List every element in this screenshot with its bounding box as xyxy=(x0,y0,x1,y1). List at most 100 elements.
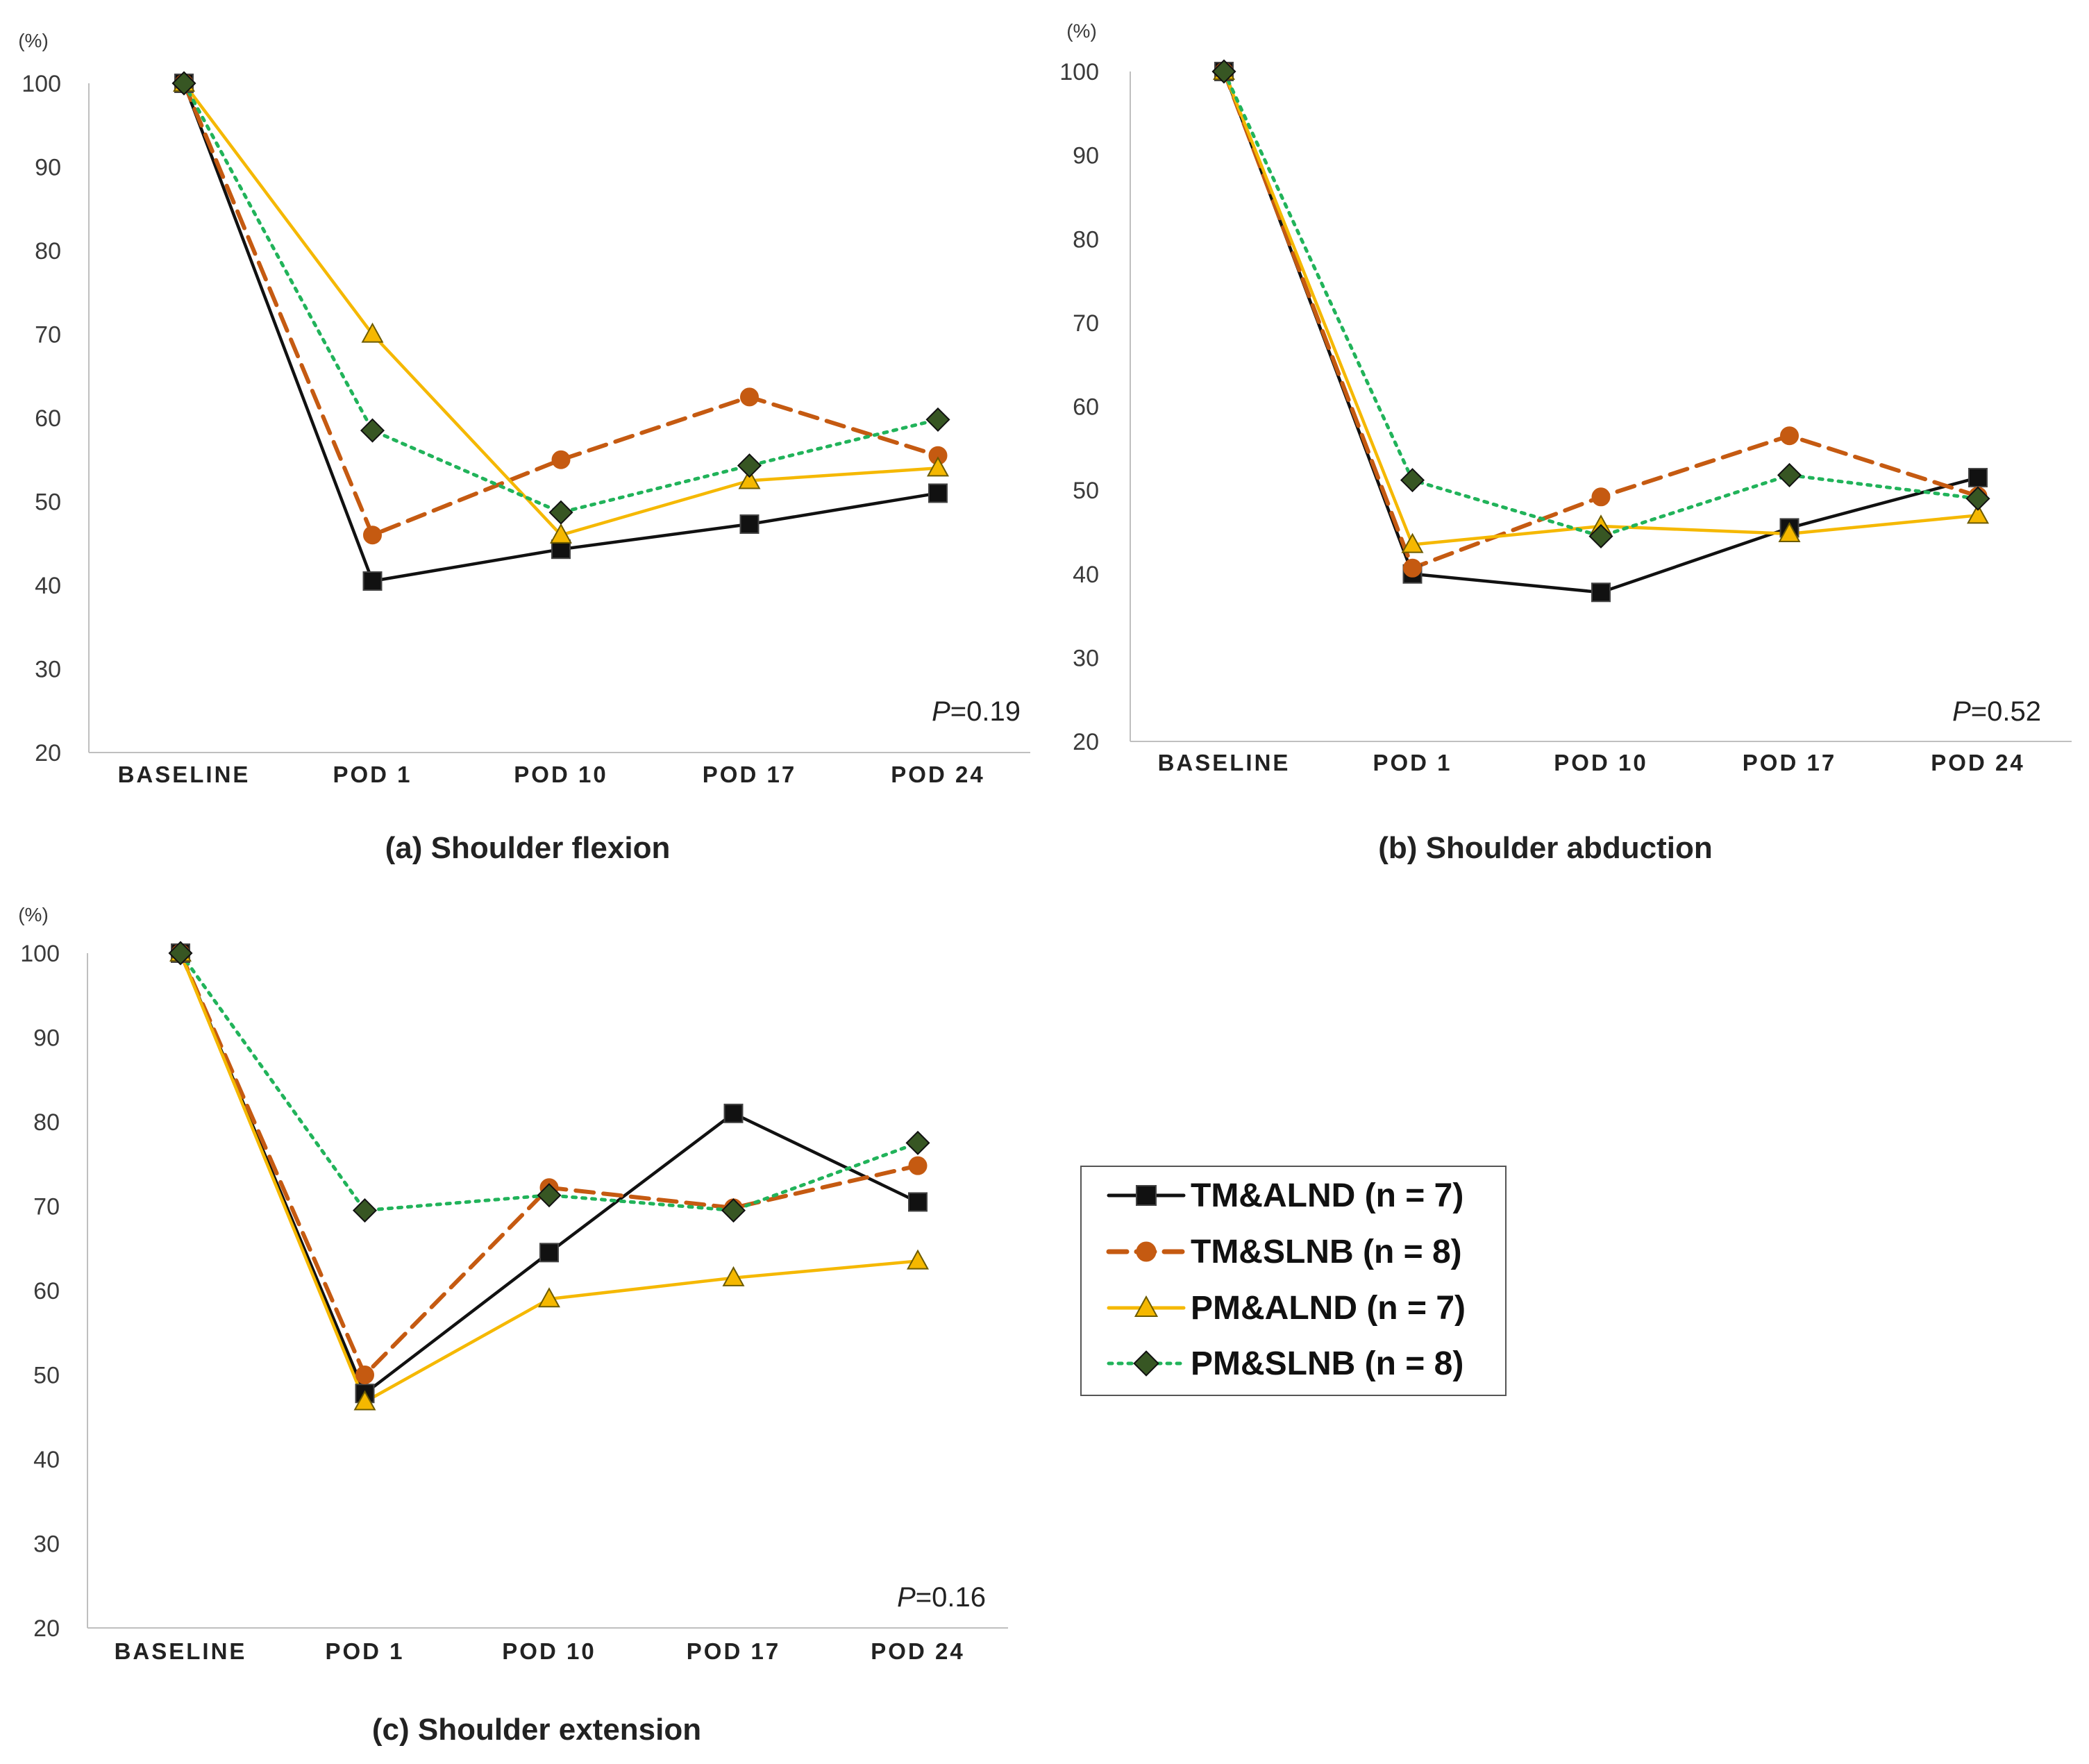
data-point-pm-alnd-n-7 xyxy=(927,456,949,477)
data-point-pm-alnd-n-7 xyxy=(907,1249,929,1270)
y-tick-label: 40 xyxy=(35,573,61,599)
y-tick-label: 30 xyxy=(35,657,61,683)
series-line-pm-slnb-n-8 xyxy=(182,81,940,514)
data-point-pm-slnb-n-8 xyxy=(1400,468,1425,493)
data-point-tm-slnb-n-8 xyxy=(1591,487,1611,507)
series-line-pm-slnb-n-8 xyxy=(1222,69,1980,538)
legend-label-tm-alnd: TM&ALND (n = 7) xyxy=(1191,1177,1463,1214)
series-line-pm-slnb-n-8 xyxy=(178,951,920,1213)
data-point-pm-alnd-n-7 xyxy=(1967,503,1989,524)
data-point-pm-alnd-n-7 xyxy=(361,322,384,343)
p-value-label: P=0.52 xyxy=(1952,696,2041,727)
data-point-pm-slnb-n-8 xyxy=(548,500,573,525)
y-tick-label: 80 xyxy=(35,238,61,264)
data-point-pm-alnd-n-7 xyxy=(353,1390,376,1411)
y-tick-label: 20 xyxy=(35,740,61,766)
data-point-pm-slnb-n-8 xyxy=(721,1198,746,1223)
y-tick-label: 50 xyxy=(1073,478,1099,504)
data-point-tm-slnb-n-8 xyxy=(355,1366,374,1384)
chart-caption: (a) Shoulder flexion xyxy=(385,831,671,865)
data-point-pm-slnb-n-8 xyxy=(168,941,193,966)
data-point-pm-slnb-n-8 xyxy=(1211,59,1236,84)
y-tick-label: 40 xyxy=(1073,562,1099,588)
data-point-pm-alnd-n-7 xyxy=(1778,521,1801,542)
x-category-label: POD 10 xyxy=(1554,750,1647,775)
y-tick-label: 90 xyxy=(1073,143,1099,169)
y-tick-label: 30 xyxy=(1073,645,1099,671)
x-category-label: POD 17 xyxy=(687,1638,780,1664)
data-point-pm-slnb-n-8 xyxy=(1588,523,1613,549)
y-tick-label: 30 xyxy=(33,1531,60,1558)
legend-label-tm-slnb: TM&SLNB (n = 8) xyxy=(1191,1234,1462,1270)
x-category-label: POD 1 xyxy=(1373,750,1452,775)
legend-label-pm-slnb: PM&SLNB (n = 8) xyxy=(1191,1345,1463,1382)
y-tick-label: 70 xyxy=(1073,310,1099,337)
data-point-tm-alnd-n-7 xyxy=(1591,582,1611,603)
chart-panel-a: (%) P=0.19 (a) Shoulder flexion 20 30 40 50… xyxy=(18,30,1030,865)
data-point-tm-alnd-n-7 xyxy=(739,514,760,535)
data-point-pm-alnd-n-7 xyxy=(550,523,572,544)
unit-label: (%) xyxy=(1066,20,1097,42)
unit-label: (%) xyxy=(18,904,49,925)
x-category-label: POD 1 xyxy=(333,762,412,787)
data-point-tm-slnb-n-8 xyxy=(1780,426,1799,446)
data-point-tm-alnd-n-7 xyxy=(539,1243,559,1263)
data-point-tm-alnd-n-7 xyxy=(723,1103,744,1123)
y-tick-label: 100 xyxy=(22,71,61,97)
data-point-pm-slnb-n-8 xyxy=(737,453,762,478)
data-point-pm-slnb-n-8 xyxy=(1777,462,1802,487)
x-category-label: BASELINE xyxy=(115,1638,247,1664)
p-value-label: P=0.19 xyxy=(932,696,1021,727)
y-tick-label: 70 xyxy=(35,322,61,348)
data-point-pm-slnb-n-8 xyxy=(1965,486,1990,511)
y-tick-label: 90 xyxy=(33,1025,60,1052)
data-point-pm-slnb-n-8 xyxy=(925,407,950,432)
x-category-label: POD 10 xyxy=(514,762,607,787)
y-tick-label: 60 xyxy=(35,405,61,432)
series-line-pm-alnd-n-7 xyxy=(178,951,920,1404)
y-tick-label: 20 xyxy=(33,1615,60,1642)
data-point-tm-slnb-n-8 xyxy=(740,387,759,407)
x-category-label: POD 17 xyxy=(703,762,796,787)
legend-marker-tm-slnb-n-8 xyxy=(1136,1241,1157,1262)
x-category-label: POD 17 xyxy=(1743,750,1836,775)
data-point-pm-alnd-n-7 xyxy=(538,1287,560,1308)
y-tick-label: 70 xyxy=(33,1194,60,1220)
data-point-tm-alnd-n-7 xyxy=(928,483,948,503)
legend-label-pm-alnd: PM&ALND (n = 7) xyxy=(1191,1290,1466,1327)
legend-marker-tm-alnd-n-7 xyxy=(1136,1185,1157,1206)
chart-panel-b: (%) P=0.52 (b) Shoulder abduction 20 30 40… xyxy=(1059,20,2072,865)
x-category-label: POD 24 xyxy=(891,762,984,787)
data-point-pm-slnb-n-8 xyxy=(905,1130,930,1155)
data-point-tm-slnb-n-8 xyxy=(908,1156,928,1175)
data-point-tm-slnb-n-8 xyxy=(551,450,571,469)
y-tick-label: 60 xyxy=(1073,394,1099,421)
unit-label: (%) xyxy=(18,30,49,51)
legend: TM&ALND (n = 7) TM&SLNB (n = 8) PM&ALND … xyxy=(1080,1166,1507,1396)
y-tick-label: 80 xyxy=(33,1109,60,1136)
y-tick-label: 50 xyxy=(33,1363,60,1389)
data-point-pm-slnb-n-8 xyxy=(360,418,385,443)
x-category-label: POD 24 xyxy=(1931,750,2024,775)
legend-marker-pm-slnb-n-8 xyxy=(1133,1350,1159,1377)
data-point-pm-slnb-n-8 xyxy=(537,1183,562,1208)
series-line-tm-alnd-n-7 xyxy=(178,951,920,1395)
chart-caption: (c) Shoulder extension xyxy=(372,1713,701,1747)
x-category-label: POD 1 xyxy=(325,1638,404,1664)
chart-caption: (b) Shoulder abduction xyxy=(1378,831,1713,865)
y-tick-label: 60 xyxy=(33,1278,60,1304)
data-point-tm-slnb-n-8 xyxy=(1403,558,1422,578)
series-line-tm-slnb-n-8 xyxy=(178,951,920,1377)
p-value-label: P=0.16 xyxy=(897,1582,986,1613)
x-category-label: BASELINE xyxy=(1158,750,1291,775)
y-tick-label: 40 xyxy=(33,1447,60,1473)
legend-marker-pm-alnd-n-7 xyxy=(1134,1295,1159,1317)
data-point-pm-alnd-n-7 xyxy=(1401,532,1424,553)
data-point-pm-slnb-n-8 xyxy=(352,1198,378,1223)
data-point-tm-alnd-n-7 xyxy=(1968,468,1988,488)
y-tick-label: 80 xyxy=(1073,226,1099,253)
series-line-tm-alnd-n-7 xyxy=(1222,69,1980,594)
data-point-pm-alnd-n-7 xyxy=(738,469,761,489)
data-point-pm-slnb-n-8 xyxy=(171,71,196,96)
data-point-tm-alnd-n-7 xyxy=(908,1192,928,1212)
